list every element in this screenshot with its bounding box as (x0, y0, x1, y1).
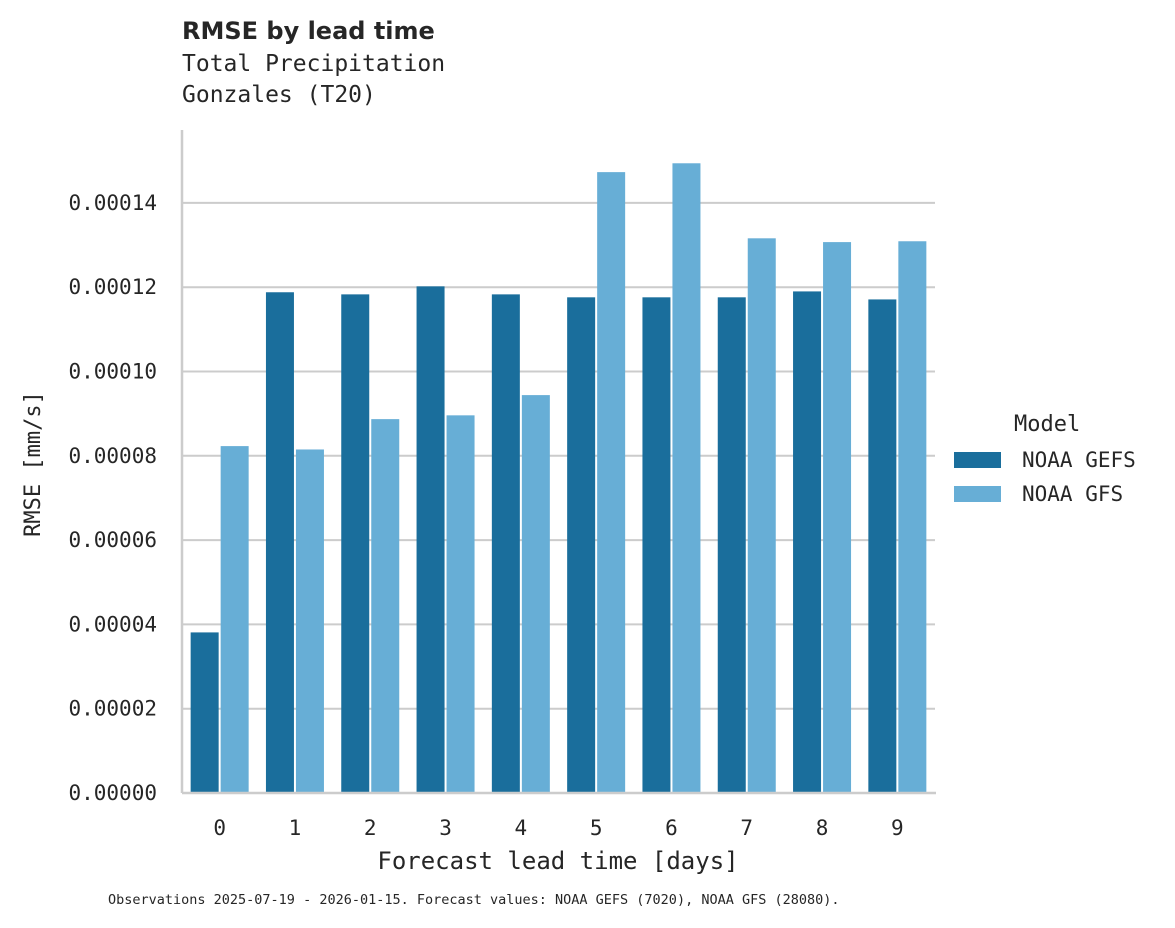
bar-noaa-gefs (717, 297, 746, 793)
bar-noaa-gfs (823, 242, 852, 794)
bar-noaa-gefs (642, 297, 671, 793)
bar-noaa-gfs (898, 241, 927, 794)
legend-item-gfs: NOAA GFS (954, 477, 1136, 511)
y-tick-label: 0.00002 (68, 697, 157, 721)
bar-noaa-gfs (521, 395, 550, 793)
x-tick-labels: 0 1 2 3 4 5 6 7 8 9 (213, 816, 903, 840)
bar-noaa-gefs (567, 297, 596, 793)
x-tick-label: 9 (891, 816, 904, 840)
x-tick-label: 6 (665, 816, 678, 840)
legend-label: NOAA GEFS (1022, 448, 1136, 472)
bar-noaa-gefs (416, 286, 445, 793)
x-tick-label: 5 (590, 816, 603, 840)
x-tick-label: 0 (213, 816, 226, 840)
gridlines (182, 201, 935, 710)
legend-swatch (954, 452, 1001, 468)
chart-subtitle-location: Gonzales (T20) (182, 82, 376, 108)
y-tick-label: 0.00008 (68, 444, 157, 468)
bars (190, 163, 927, 794)
bar-noaa-gfs (597, 172, 626, 793)
y-tick-label: 0.00006 (68, 528, 157, 552)
bar-noaa-gefs (341, 294, 370, 793)
bar-noaa-gefs (868, 299, 897, 793)
bar-noaa-gefs (190, 632, 219, 793)
x-tick-label: 4 (515, 816, 528, 840)
bar-noaa-gfs (220, 446, 249, 793)
legend-label: NOAA GFS (1022, 482, 1124, 506)
chart-subtitle-variable: Total Precipitation (182, 51, 446, 77)
bar-noaa-gfs (371, 419, 400, 793)
x-tick-label: 2 (364, 816, 377, 840)
bar-noaa-gefs (265, 292, 294, 793)
x-tick-label: 8 (816, 816, 829, 840)
bar-noaa-gefs (793, 291, 822, 793)
y-tick-label: 0.00000 (68, 781, 157, 805)
y-tick-labels: 0.00000 0.00002 0.00004 0.00006 0.00008 0.000… (68, 191, 157, 805)
x-axis-label: Forecast lead time [days] (377, 847, 738, 875)
legend: Model NOAA GEFS NOAA GFS (954, 412, 1136, 511)
legend-swatch (954, 486, 1001, 502)
y-tick-label: 0.00014 (68, 191, 157, 215)
x-tick-label: 1 (289, 816, 302, 840)
bar-noaa-gfs (446, 415, 475, 793)
legend-title: Model (1014, 412, 1081, 437)
y-axis-label: RMSE [mm/s] (21, 391, 46, 537)
x-tick-label: 7 (740, 816, 753, 840)
y-tick-label: 0.00012 (68, 275, 157, 299)
chart-title: RMSE by lead time (182, 17, 435, 45)
y-tick-label: 0.00004 (68, 612, 157, 636)
bar-noaa-gfs (295, 449, 324, 793)
bar-noaa-gefs (491, 294, 520, 793)
x-tick-label: 3 (439, 816, 452, 840)
bar-noaa-gfs (672, 163, 701, 794)
legend-item-gefs: NOAA GEFS (954, 443, 1136, 477)
bar-noaa-gfs (747, 238, 776, 793)
footnote: Observations 2025-07-19 - 2026-01-15. Fo… (108, 892, 840, 908)
y-tick-label: 0.00010 (68, 360, 157, 384)
